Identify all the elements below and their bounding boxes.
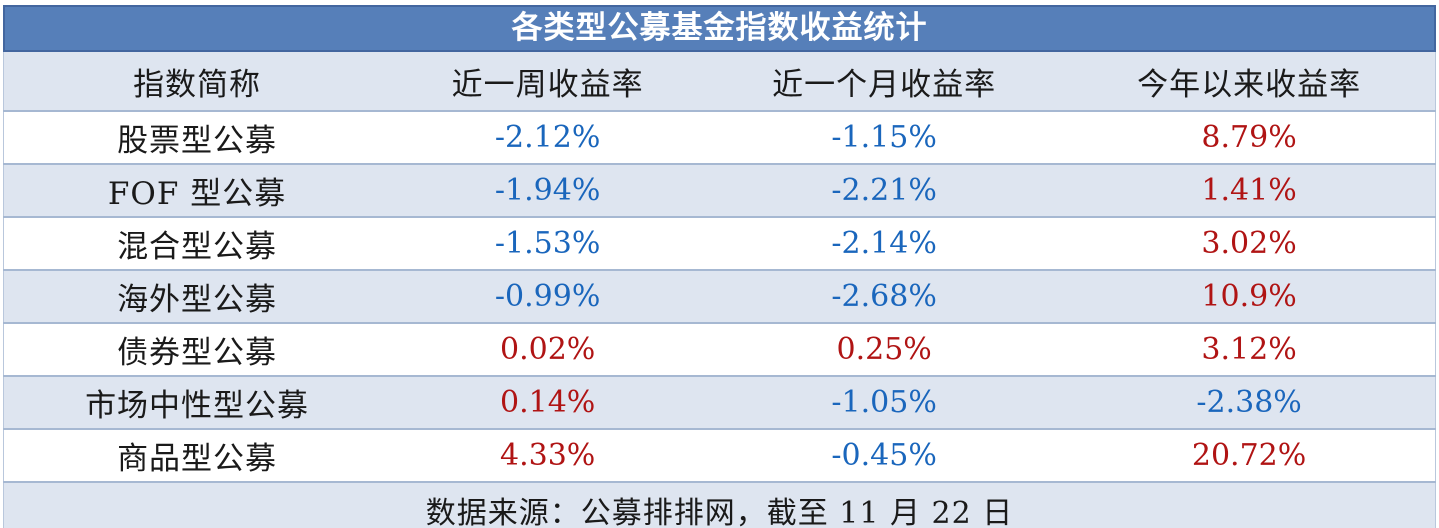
index-name-cell: 海外型公募 (3, 269, 391, 323)
index-name-cell: 债券型公募 (3, 322, 391, 376)
ytd-return-cell: -2.38% (1063, 375, 1436, 429)
month-return-cell: -1.05% (705, 375, 1064, 429)
column-header-month-return: 近一个月收益率 (705, 52, 1064, 111)
returns-table: 指数简称 近一周收益率 近一个月收益率 今年以来收益率 股票型公募 -2.12% -… (3, 52, 1436, 528)
month-return-cell: -2.14% (705, 216, 1064, 270)
table-footer-row: 数据来源：公募排排网，截至 11 月 22 日 (3, 481, 1436, 528)
ytd-return-cell: 20.72% (1063, 428, 1436, 482)
ytd-return-cell: 8.79% (1063, 110, 1436, 164)
index-name-cell: 商品型公募 (3, 428, 391, 482)
table-row: 海外型公募 -0.99% -2.68% 10.9% (3, 269, 1436, 323)
column-header-index-name: 指数简称 (3, 52, 391, 111)
week-return-cell: -1.53% (390, 216, 706, 270)
table-row: 股票型公募 -2.12% -1.15% 8.79% (3, 110, 1436, 164)
data-source-note: 数据来源：公募排排网，截至 11 月 22 日 (3, 481, 1436, 528)
fund-returns-table: 各类型公募基金指数收益统计 指数简称 近一周收益率 近一个月收益率 今年以来收益… (3, 5, 1436, 528)
week-return-cell: 4.33% (390, 428, 706, 482)
table-row: FOF 型公募 -1.94% -2.21% 1.41% (3, 163, 1436, 217)
table-body: 股票型公募 -2.12% -1.15% 8.79% FOF 型公募 -1.94% -2.21… (3, 110, 1436, 482)
month-return-cell: -2.21% (705, 163, 1064, 217)
month-return-cell: 0.25% (705, 322, 1064, 376)
ytd-return-cell: 3.12% (1063, 322, 1436, 376)
index-name-cell: 股票型公募 (3, 110, 391, 164)
month-return-cell: -2.68% (705, 269, 1064, 323)
column-header-ytd-return: 今年以来收益率 (1063, 52, 1436, 111)
month-return-cell: -1.15% (705, 110, 1064, 164)
week-return-cell: 0.14% (390, 375, 706, 429)
week-return-cell: -0.99% (390, 269, 706, 323)
ytd-return-cell: 1.41% (1063, 163, 1436, 217)
week-return-cell: 0.02% (390, 322, 706, 376)
column-header-week-return: 近一周收益率 (390, 52, 706, 111)
table-title: 各类型公募基金指数收益统计 (3, 5, 1436, 52)
index-name-cell: FOF 型公募 (3, 163, 391, 217)
table-header-row: 指数简称 近一周收益率 近一个月收益率 今年以来收益率 (3, 52, 1436, 111)
index-name-cell: 市场中性型公募 (3, 375, 391, 429)
week-return-cell: -2.12% (390, 110, 706, 164)
week-return-cell: -1.94% (390, 163, 706, 217)
ytd-return-cell: 3.02% (1063, 216, 1436, 270)
table-row: 混合型公募 -1.53% -2.14% 3.02% (3, 216, 1436, 270)
table-row: 市场中性型公募 0.14% -1.05% -2.38% (3, 375, 1436, 429)
index-name-cell: 混合型公募 (3, 216, 391, 270)
month-return-cell: -0.45% (705, 428, 1064, 482)
ytd-return-cell: 10.9% (1063, 269, 1436, 323)
table-row: 债券型公募 0.02% 0.25% 3.12% (3, 322, 1436, 376)
table-row: 商品型公募 4.33% -0.45% 20.72% (3, 428, 1436, 482)
